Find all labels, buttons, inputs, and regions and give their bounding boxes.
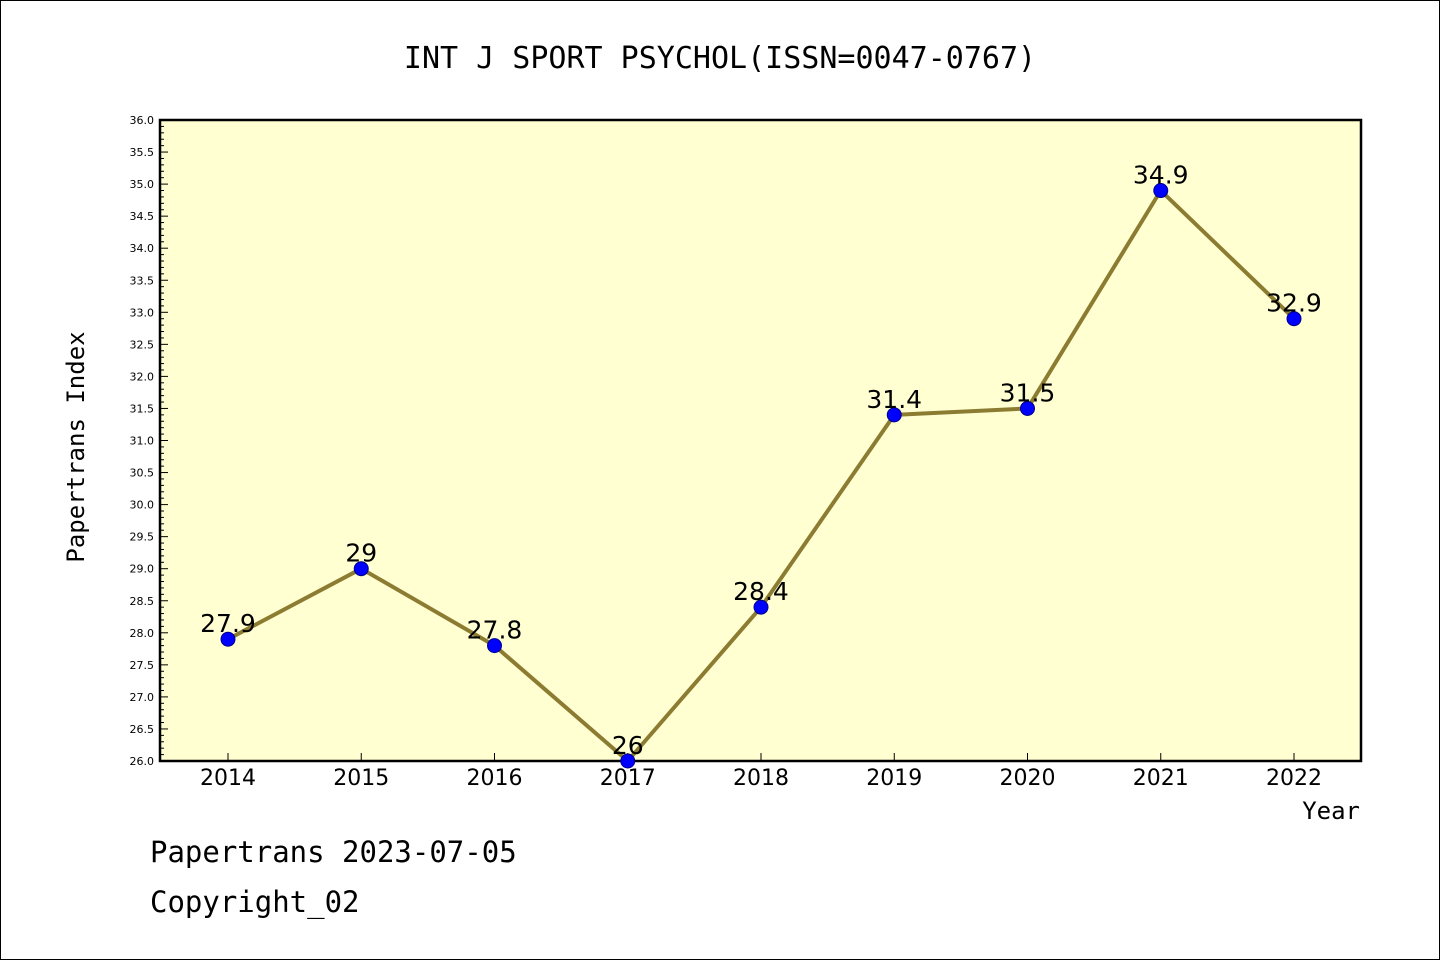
data-point <box>753 599 769 615</box>
y-tick-label: 26.0 <box>130 755 155 768</box>
data-label: 27.8 <box>467 616 523 645</box>
y-tick-label: 26.5 <box>130 723 155 736</box>
y-tick-label: 30.0 <box>130 499 155 512</box>
y-axis: 26.0 26.5 27.0 27.5 28.0 28.5 29.0 29.5 30.0 30.5… <box>130 114 168 768</box>
data-point <box>220 631 236 647</box>
series-group <box>220 183 1302 769</box>
y-tick-label: 33.5 <box>130 274 155 287</box>
data-point <box>353 561 369 577</box>
data-point <box>620 753 636 769</box>
x-tick-label: 2022 <box>1266 766 1322 791</box>
footer-date: Papertrans 2023-07-05 <box>150 835 517 869</box>
data-point <box>886 407 902 423</box>
y-tick-label: 29.5 <box>130 531 155 544</box>
y-tick-label: 27.0 <box>130 691 155 704</box>
y-tick-label: 34.0 <box>130 242 155 255</box>
x-axis-label: Year <box>1302 797 1360 825</box>
y-tick-label: 36.0 <box>130 114 155 127</box>
data-point <box>1286 311 1302 327</box>
y-tick-label: 31.0 <box>130 435 155 448</box>
data-label: 31.5 <box>1000 378 1056 407</box>
x-tick-label: 2021 <box>1133 766 1189 791</box>
y-tick-label: 31.5 <box>130 402 155 415</box>
data-label: 28.4 <box>733 577 789 606</box>
y-tick-label: 30.5 <box>130 467 155 480</box>
y-tick-label: 32.0 <box>130 370 155 383</box>
y-tick-label: 27.5 <box>130 659 155 672</box>
data-label: 29 <box>345 539 377 568</box>
y-tick-label: 35.5 <box>130 146 155 159</box>
data-label: 31.4 <box>866 385 922 414</box>
y-tick-label: 28.5 <box>130 595 155 608</box>
x-tick-label: 2014 <box>200 766 256 791</box>
data-point <box>487 638 502 654</box>
chart-title: INT J SPORT PSYCHOL(ISSN=0047-0767) <box>404 41 1036 76</box>
data-label: 26 <box>612 731 644 760</box>
x-tick-label: 2018 <box>733 766 789 791</box>
x-tick-label: 2015 <box>333 766 389 791</box>
x-tick-label: 2017 <box>600 766 656 791</box>
plot-area <box>158 118 1363 763</box>
y-axis-label: Papertrans Index <box>62 331 90 562</box>
x-tick-label: 2019 <box>866 766 922 791</box>
footer-copyright: Copyright_02 <box>150 885 360 919</box>
data-label: 34.9 <box>1133 161 1189 190</box>
x-tick-label: 2020 <box>1000 766 1056 791</box>
y-tick-label: 33.0 <box>130 306 155 319</box>
y-tick-label: 34.5 <box>130 210 155 223</box>
x-tick-label: 2016 <box>467 766 523 791</box>
data-label: 32.9 <box>1266 289 1322 318</box>
y-tick-label: 32.5 <box>130 338 155 351</box>
data-point <box>1020 400 1035 416</box>
data-labels: 27.9 29 27.8 26 28.4 31.4 31.5 34.9 32.9 <box>200 161 1322 760</box>
data-label: 27.9 <box>200 609 256 638</box>
x-axis: 2014 2015 2016 2017 2018 2019 2020 2021 2022 <box>200 753 1322 791</box>
y-tick-label: 35.0 <box>130 178 155 191</box>
y-tick-label: 28.0 <box>130 627 155 640</box>
data-point <box>1153 183 1169 199</box>
y-tick-label: 29.0 <box>130 563 155 576</box>
